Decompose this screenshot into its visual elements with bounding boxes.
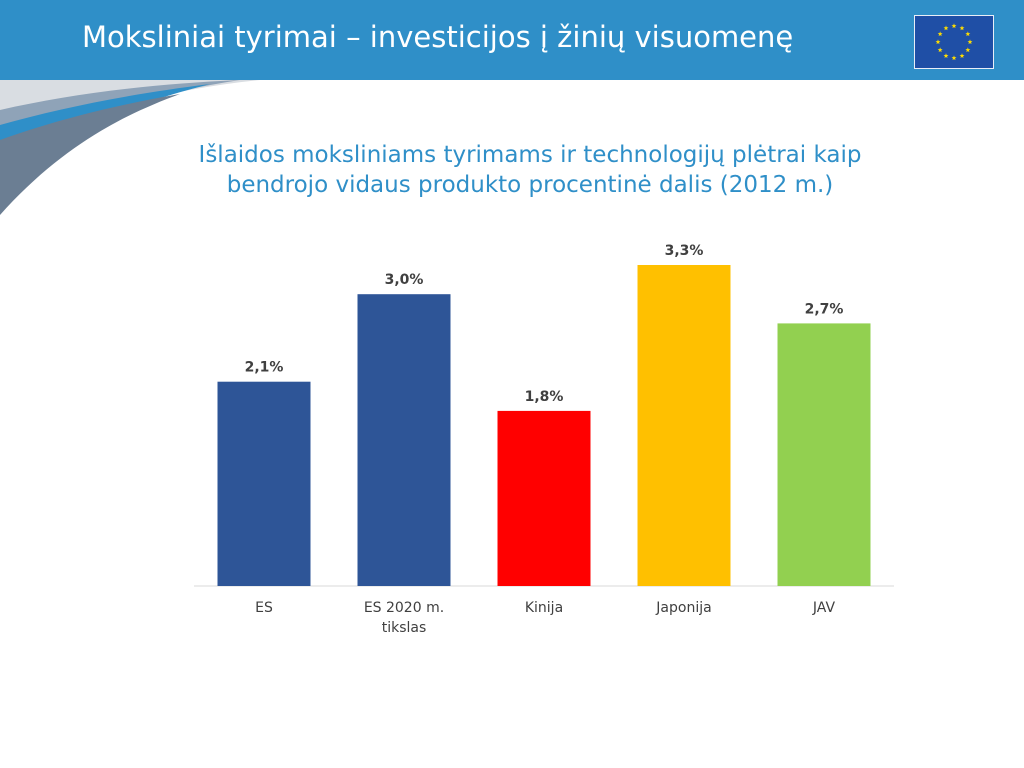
eu-star-icon xyxy=(967,39,973,45)
eu-star-icon xyxy=(951,23,957,29)
eu-star-icon xyxy=(965,47,971,53)
data-label: 3,0% xyxy=(385,272,424,288)
x-tick-label: tikslas xyxy=(382,620,427,636)
x-tick-label: ES xyxy=(255,600,273,616)
x-tick-label: ES 2020 m. xyxy=(364,600,444,616)
bar xyxy=(637,265,731,586)
data-label: 2,1% xyxy=(245,360,284,376)
x-tick-label: Kinija xyxy=(525,600,563,616)
x-tick-label: JAV xyxy=(812,600,836,616)
decorative-swoosh xyxy=(0,80,260,215)
data-label: 1,8% xyxy=(525,389,564,405)
eu-star-icon xyxy=(937,47,943,53)
bar xyxy=(217,381,311,586)
header-bar: Moksliniai tyrimai – investicijos į žini… xyxy=(0,0,1024,80)
bar xyxy=(777,323,871,586)
page-title: Moksliniai tyrimai – investicijos į žini… xyxy=(82,20,794,54)
eu-flag-icon xyxy=(914,15,994,69)
data-label: 3,3% xyxy=(665,243,704,259)
bar xyxy=(357,294,451,586)
chart-title: Išlaidos moksliniams tyrimams ir technol… xyxy=(130,140,930,200)
chart-title-line-1: Išlaidos moksliniams tyrimams ir technol… xyxy=(198,142,862,168)
eu-star-icon xyxy=(943,53,949,58)
eu-star-icon xyxy=(943,25,949,31)
chart-title-line-2: bendrojo vidaus produkto procentinė dali… xyxy=(226,172,834,198)
eu-star-icon xyxy=(959,25,965,31)
eu-star-icon xyxy=(965,31,971,37)
x-tick-label: Japonija xyxy=(655,600,711,616)
eu-stars-icon xyxy=(935,23,973,61)
eu-star-icon xyxy=(935,39,941,45)
eu-star-icon xyxy=(937,31,943,37)
data-label: 2,7% xyxy=(805,301,844,317)
bar xyxy=(497,410,591,586)
eu-star-icon xyxy=(959,53,965,58)
eu-star-icon xyxy=(951,55,957,61)
